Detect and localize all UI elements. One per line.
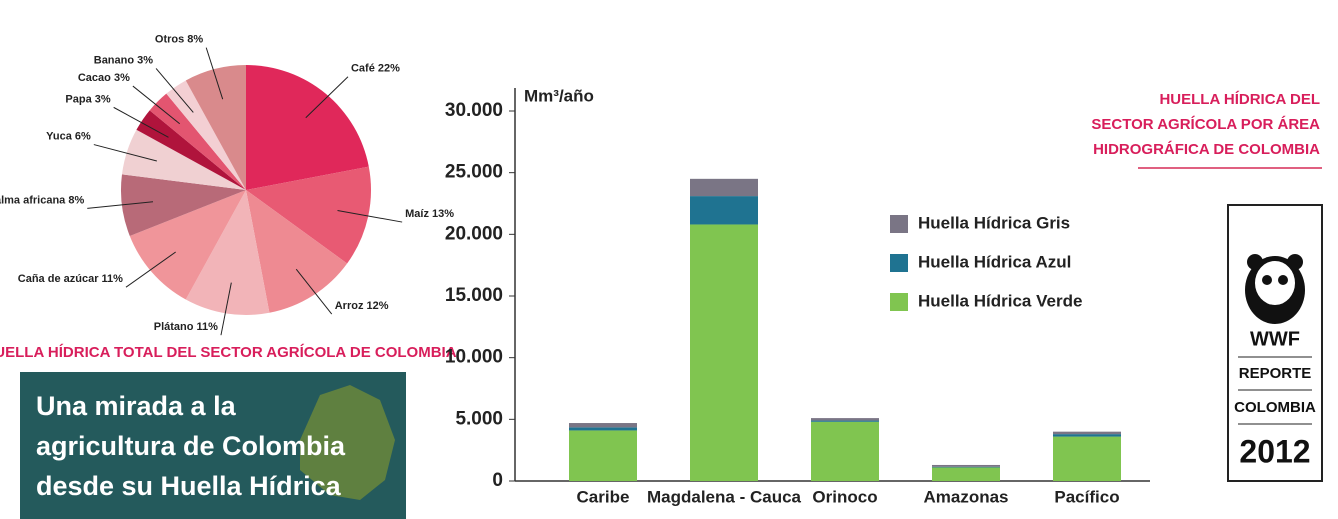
bar-segment	[569, 423, 637, 427]
pie-value-label: 8%	[68, 194, 84, 206]
pie-category: Banano	[94, 54, 135, 66]
pie-category: Arroz	[335, 300, 364, 312]
y-tick-label: 25.000	[445, 162, 503, 183]
pie-value-label: 12%	[367, 300, 389, 312]
legend-label: Huella Hídrica Gris	[918, 213, 1070, 232]
bar-segment	[1053, 437, 1121, 481]
y-tick-label: 10.000	[445, 347, 503, 368]
bar-segment	[811, 418, 879, 420]
logo-text: REPORTE	[1239, 365, 1312, 382]
pie-value-label: 13%	[432, 208, 454, 220]
bar-segment	[811, 422, 879, 481]
bar-segment	[811, 421, 879, 422]
logo-year: 2012	[1239, 433, 1310, 469]
banner-line: desde su Huella Hídrica	[36, 471, 342, 501]
legend-label: Huella Hídrica Verde	[918, 291, 1082, 310]
pie-category: Caña de azúcar	[18, 273, 99, 285]
pie-category: Maíz	[405, 208, 429, 220]
logo-text: COLOMBIA	[1234, 399, 1316, 416]
pie-label: Cacao 3%	[78, 72, 130, 84]
x-tick-label: Magdalena - Cauca	[647, 487, 802, 506]
bar-segment	[690, 179, 758, 196]
pie-value-label: 8%	[187, 34, 203, 46]
pie-value-label: 3%	[137, 54, 153, 66]
banner-line: agricultura de Colombia	[36, 431, 346, 461]
y-tick-label: 20.000	[445, 223, 503, 244]
pie-category: Otros	[155, 34, 184, 46]
pie-value-label: 3%	[114, 72, 130, 84]
y-tick-label: 30.000	[445, 100, 503, 121]
bar-segment	[932, 467, 1000, 468]
pie-value-label: 6%	[75, 130, 91, 142]
pie-value-label: 11%	[197, 321, 219, 333]
pie-label: Plátano 11%	[154, 321, 218, 333]
y-tick-label: 15.000	[445, 285, 503, 306]
chart-title: HIDROGRÁFICA DE COLOMBIA	[1093, 141, 1320, 158]
pie-category: Yuca	[46, 130, 73, 142]
chart-title: HUELLA HÍDRICA DEL	[1159, 91, 1320, 108]
y-tick-label: 5.000	[455, 408, 503, 429]
legend-swatch	[890, 215, 908, 233]
chart-title: SECTOR AGRÍCOLA POR ÁREA	[1091, 116, 1320, 133]
legend-swatch	[890, 293, 908, 311]
bar-segment	[690, 224, 758, 481]
bar-segment	[690, 196, 758, 224]
pie-value-label: 22%	[378, 63, 400, 75]
x-tick-label: Caribe	[577, 487, 630, 506]
pie-category: Plátano	[154, 321, 194, 333]
pie-label: Palma africana 8%	[0, 194, 84, 206]
infographic: Una mirada a la agricultura de Colombia …	[0, 0, 1338, 519]
pie-label: Maíz 13%	[405, 208, 454, 220]
legend-swatch	[890, 254, 908, 272]
pie-category: Papa	[65, 93, 92, 105]
banner-line: Una mirada a la	[36, 391, 237, 421]
bar-segment	[932, 465, 1000, 467]
pie-value-label: 3%	[95, 93, 111, 105]
pie-title: HUELLA HÍDRICA TOTAL DEL SECTOR AGRÍCOLA…	[0, 344, 457, 361]
pie-label: Yuca 6%	[46, 130, 91, 142]
x-tick-label: Pacífico	[1054, 487, 1119, 506]
pie-value-label: 11%	[102, 273, 124, 285]
x-tick-label: Amazonas	[923, 487, 1008, 506]
pie-label: Papa 3%	[65, 93, 110, 105]
pie-category: Palma africana	[0, 194, 66, 206]
pie-label: Café 22%	[351, 63, 400, 75]
y-axis-label: Mm³/año	[524, 86, 594, 105]
y-tick-label: 0	[492, 470, 503, 491]
bar-segment	[1053, 432, 1121, 434]
logo-brand: WWF	[1250, 328, 1300, 350]
bar-segment	[1053, 434, 1121, 436]
pie-category: Cacao	[78, 72, 111, 84]
legend-label: Huella Hídrica Azul	[918, 252, 1071, 271]
bar-segment	[569, 430, 637, 481]
pie-category: Café	[351, 63, 375, 75]
panda-icon	[1245, 254, 1305, 324]
x-tick-label: Orinoco	[812, 487, 877, 506]
pie-label: Banano 3%	[94, 54, 154, 66]
pie-label: Arroz 12%	[335, 300, 389, 312]
pie-label: Caña de azúcar 11%	[18, 273, 123, 285]
pie-label: Otros 8%	[155, 34, 204, 46]
bar-segment	[932, 467, 1000, 481]
bar-segment	[569, 427, 637, 430]
